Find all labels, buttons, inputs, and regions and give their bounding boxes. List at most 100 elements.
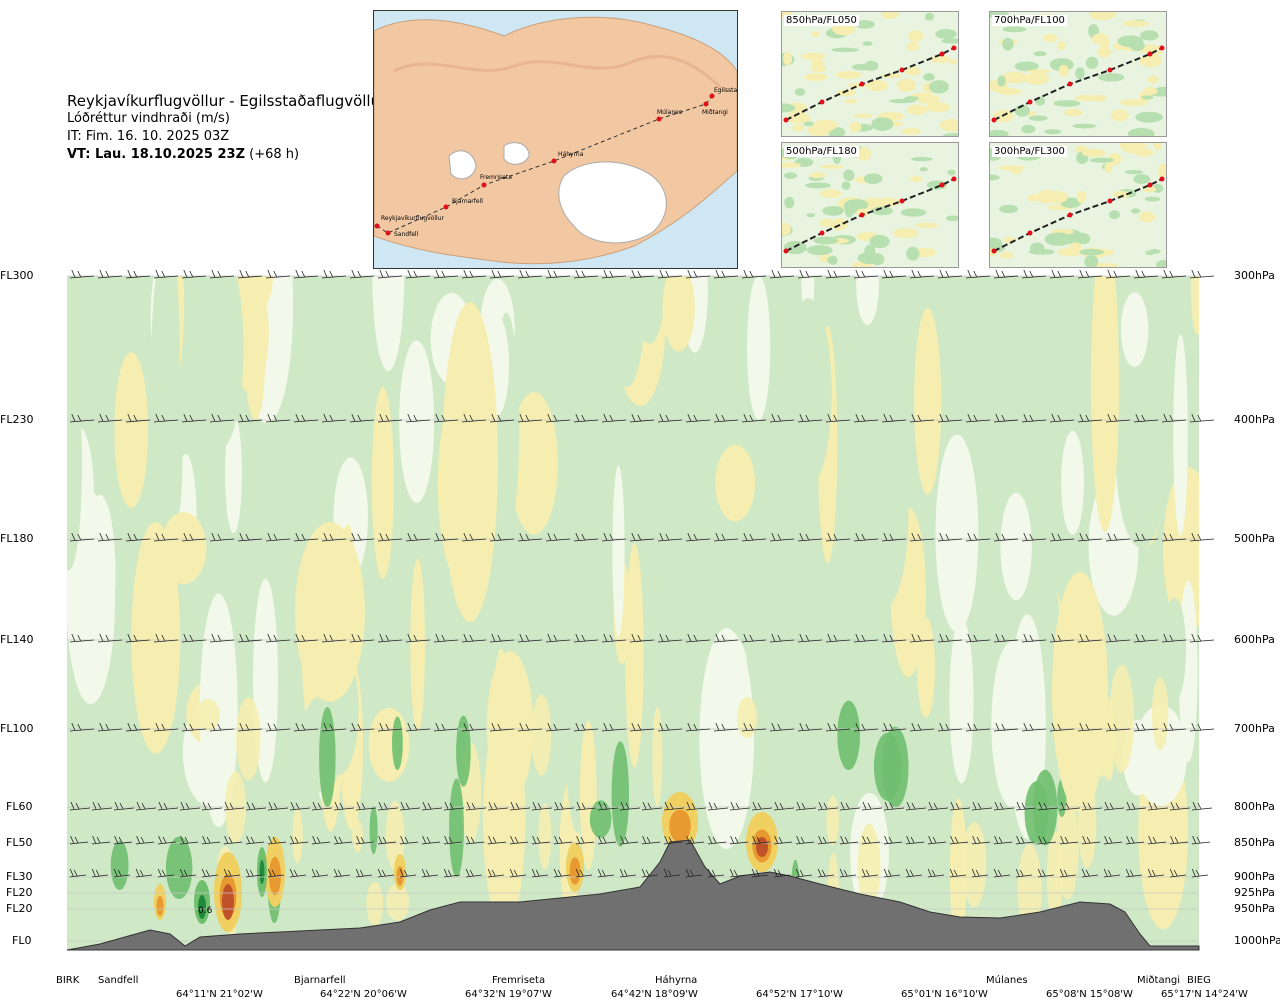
- wind-barb: [91, 801, 113, 811]
- panel-field: [1028, 248, 1055, 255]
- field-contour: [1120, 292, 1149, 367]
- wind-barb: [927, 801, 949, 811]
- wind-barb: [1133, 532, 1159, 542]
- wind-barb: [685, 413, 711, 423]
- wind-barb: [1133, 633, 1159, 643]
- panel-field: [1104, 161, 1113, 174]
- panel-field: [856, 147, 872, 161]
- wind-barb: [1049, 269, 1075, 279]
- wind-barb: [575, 868, 593, 878]
- right-axis-label: 500hPa: [1234, 532, 1275, 545]
- panel-field: [1091, 33, 1109, 45]
- field-contour: [510, 392, 558, 535]
- wind-barb: [135, 835, 155, 845]
- wind-barb: [377, 835, 397, 845]
- wind-barb: [797, 413, 823, 423]
- route-point-label: Miðtangi: [702, 109, 728, 116]
- annotation-value: 0.6: [198, 906, 213, 916]
- field-contour: [914, 307, 942, 495]
- panel-field: [941, 38, 958, 44]
- wind-barb: [265, 413, 291, 423]
- panel-300[interactable]: 300hPa/FL300: [989, 142, 1167, 268]
- panel-route-point: [783, 248, 789, 254]
- route-title: Reykjavíkurflugvöllur - Egilsstaðaflugvö…: [67, 92, 387, 110]
- panel-field: [999, 251, 1014, 259]
- field-contour: [396, 866, 404, 886]
- wind-barb: [685, 868, 703, 878]
- panel-route-point: [1067, 212, 1073, 218]
- panel-field: [925, 102, 951, 113]
- panel-field: [1028, 115, 1048, 121]
- field-contour: [837, 700, 861, 770]
- wind-barb: [405, 633, 431, 643]
- panel-500[interactable]: 500hPa/FL180: [781, 142, 959, 268]
- field-contour: [747, 276, 771, 421]
- wind-barb: [741, 722, 767, 732]
- wind-barb: [267, 835, 287, 845]
- wind-barb: [729, 801, 751, 811]
- wind-barb: [201, 801, 223, 811]
- right-axis-label: 850hPa: [1234, 836, 1275, 849]
- wind-barb: [153, 532, 179, 542]
- panel-field: [1043, 190, 1068, 204]
- wind-barb: [69, 722, 95, 732]
- panel-850[interactable]: 850hPa/FL050: [781, 11, 959, 137]
- wind-barb: [597, 801, 619, 811]
- wind-barb: [1105, 633, 1131, 643]
- wind-barb: [91, 868, 109, 878]
- wind-barb: [377, 269, 403, 279]
- wind-barb: [629, 269, 655, 279]
- left-axis-label: FL30: [6, 870, 33, 883]
- wind-barb: [1049, 532, 1075, 542]
- panel-850-label: 850hPa/FL050: [784, 15, 859, 26]
- field-contour: [352, 819, 363, 852]
- wind-barb: [237, 532, 263, 542]
- panel-field: [896, 78, 916, 92]
- wind-barb: [209, 722, 235, 732]
- panel-route-point: [1107, 198, 1113, 204]
- wind-barb: [965, 532, 991, 542]
- wind-barb: [377, 722, 403, 732]
- wind-barb: [817, 801, 839, 811]
- wind-barb: [1105, 722, 1131, 732]
- panel-700[interactable]: 700hPa/FL100: [989, 11, 1167, 137]
- wind-barb: [461, 633, 487, 643]
- panel-field: [809, 171, 826, 179]
- panel-field: [1069, 242, 1083, 252]
- panel-field: [1058, 64, 1069, 77]
- panel-field: [1057, 41, 1066, 51]
- panel-field: [990, 174, 1000, 181]
- wind-barb: [69, 413, 95, 423]
- wind-barb: [993, 413, 1019, 423]
- field-contour: [1109, 664, 1135, 773]
- panel-field: [1133, 174, 1151, 184]
- wind-barb: [433, 722, 459, 732]
- panel-field: [1089, 157, 1115, 163]
- field-contour: [449, 778, 464, 878]
- wind-barb: [421, 835, 441, 845]
- field-contour: [656, 418, 674, 640]
- panel-field: [806, 213, 816, 218]
- panel-field: [928, 80, 949, 94]
- panel-field: [1119, 98, 1147, 107]
- wind-barb: [1105, 269, 1131, 279]
- wind-barb: [97, 633, 123, 643]
- wind-barb: [825, 532, 851, 542]
- wind-barb: [1021, 413, 1047, 423]
- panel-route-point: [951, 45, 957, 51]
- wind-barb: [517, 722, 543, 732]
- panel-field: [782, 103, 796, 113]
- wind-barb: [713, 633, 739, 643]
- panel-850-svg: [782, 12, 958, 136]
- cross-section-chart: 0.6: [66, 269, 1215, 951]
- field-contour: [612, 465, 625, 637]
- wind-barb: [1169, 868, 1187, 878]
- panel-field: [915, 94, 940, 104]
- wind-barb: [657, 413, 683, 423]
- panel-field: [1145, 250, 1155, 256]
- left-axis-label: FL180: [0, 532, 34, 545]
- panel-field: [880, 73, 903, 79]
- wind-barb: [135, 868, 153, 878]
- wind-barb: [265, 532, 291, 542]
- panel-field: [1144, 196, 1161, 202]
